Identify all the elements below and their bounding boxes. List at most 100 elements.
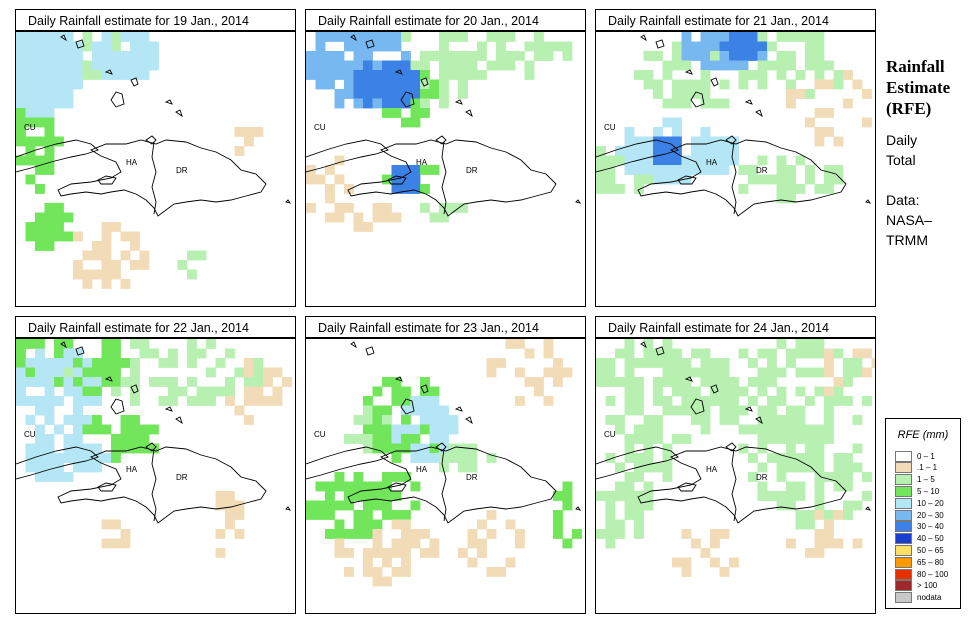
rainfall-cell — [353, 98, 364, 109]
rainfall-cell — [833, 136, 844, 147]
rainfall-cell — [738, 41, 749, 52]
rainfall-cell — [353, 51, 364, 61]
rainfall-cell — [439, 60, 449, 71]
rainfall-cell — [429, 424, 440, 435]
coastline — [350, 34, 357, 42]
rainfall-cell — [719, 367, 730, 378]
coastline — [57, 446, 267, 524]
rainfall-cell — [634, 386, 644, 397]
rainfall-cell — [814, 367, 825, 378]
rainfall-cell — [624, 500, 635, 511]
rainfall-cell — [391, 70, 402, 80]
rainfall-cell — [776, 472, 787, 482]
rainfall-cell — [748, 453, 758, 463]
rainfall-cell — [372, 79, 383, 90]
rainfall-cell — [439, 70, 449, 80]
rainfall-cell — [439, 453, 449, 463]
rainfall-cell — [25, 231, 36, 242]
rainfall-cell — [624, 165, 635, 175]
rainfall-cell — [534, 41, 544, 52]
rainfall-cell — [363, 434, 373, 444]
rainfall-cell — [429, 396, 440, 406]
rainfall-cell — [82, 367, 93, 378]
rainfall-cell — [605, 377, 616, 387]
rainfall-cell — [306, 60, 316, 71]
rainfall-cell — [44, 165, 55, 175]
rainfall-cell — [168, 386, 178, 397]
rainfall-map: CU HA DR — [305, 338, 586, 614]
rainfall-cell — [805, 339, 815, 349]
rainfall-cell — [16, 386, 26, 397]
rainfall-cell — [44, 231, 55, 242]
rainfall-cell — [130, 32, 140, 42]
coastline — [347, 139, 557, 217]
rainfall-cell — [120, 434, 131, 444]
rainfall-cell — [634, 396, 644, 406]
rainfall-cell — [757, 79, 768, 90]
rainfall-cell — [401, 443, 411, 454]
rainfall-cell — [719, 529, 730, 539]
rainfall-cell — [814, 500, 825, 511]
rainfall-cell — [824, 358, 834, 368]
rainfall-cell — [795, 348, 806, 359]
rainfall-cell — [420, 51, 430, 61]
rainfall-cell — [325, 500, 335, 511]
rainfall-cell — [54, 203, 64, 213]
rainfall-cell — [653, 146, 663, 156]
rainfall-cell — [253, 396, 264, 406]
rainfall-cell — [681, 32, 692, 42]
rainfall-cell — [44, 203, 55, 213]
rainfall-cell — [738, 424, 749, 435]
rainfall-cell — [25, 396, 36, 406]
rainfall-cell — [814, 51, 825, 61]
rainfall-cell — [382, 203, 392, 213]
legend-swatch — [895, 544, 912, 556]
coastline — [394, 69, 403, 75]
rainfall-cell — [767, 453, 777, 463]
rainfall-cell — [344, 41, 354, 52]
rainfall-cell — [391, 519, 402, 530]
rainfall-cell — [344, 567, 354, 577]
rainfall-cell — [429, 212, 440, 223]
rainfall-cell — [420, 89, 430, 99]
rainfall-cell — [814, 510, 825, 520]
rainfall-cell — [111, 70, 121, 80]
rainfall-cell — [662, 60, 673, 71]
rainfall-cell — [344, 79, 354, 90]
rainfall-cell — [486, 367, 497, 378]
rainfall-cell — [805, 424, 815, 435]
rainfall-cell — [225, 500, 235, 511]
rainfall-cell — [496, 51, 506, 61]
coastline — [690, 91, 705, 108]
rainfall-cell — [729, 396, 739, 406]
rainfall-cell — [334, 212, 345, 223]
rainfall-cell — [63, 415, 74, 425]
rainfall-cell — [315, 79, 326, 90]
legend-row: 1 – 5 — [895, 474, 935, 486]
rainfall-cell — [672, 165, 682, 175]
rainfall-cell — [54, 51, 64, 61]
rainfall-cell — [35, 348, 45, 359]
rainfall-cell — [719, 146, 730, 156]
rainfall-cell — [672, 377, 682, 387]
rainfall-cell — [805, 117, 815, 128]
rainfall-cell — [196, 386, 207, 397]
rainfall-cell — [710, 165, 720, 175]
rainfall-cell — [353, 89, 364, 99]
rainfall-cell — [353, 70, 364, 80]
rainfall-cell — [596, 358, 606, 368]
rainfall-cell — [553, 491, 563, 501]
rainfall-cell — [325, 32, 335, 42]
rainfall-cell — [795, 89, 806, 99]
rainfall-cell — [429, 165, 440, 175]
rainfall-cell — [833, 510, 844, 520]
rainfall-cell — [82, 453, 93, 463]
rainfall-cell — [795, 32, 806, 42]
coastline — [865, 506, 872, 511]
rainfall-cell — [824, 174, 834, 185]
rainfall-cell — [130, 377, 140, 387]
rainfall-cell — [391, 443, 402, 454]
rainfall-cell — [776, 491, 787, 501]
rainfall-cell — [401, 519, 411, 530]
rainfall-cell — [757, 481, 768, 492]
